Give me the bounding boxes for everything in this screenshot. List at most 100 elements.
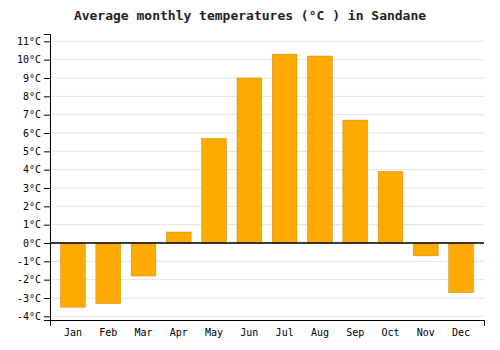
y-tick: 1°C: [23, 219, 50, 230]
grid-line: [50, 169, 484, 170]
y-tick-label: 1°C: [23, 219, 41, 230]
y-tick-label: -2°C: [17, 274, 41, 285]
y-tick-label: -1°C: [17, 256, 41, 267]
y-tick-mark: [44, 225, 50, 226]
bar: [96, 243, 121, 304]
zero-line: [50, 242, 484, 244]
grid-line: [50, 59, 484, 60]
y-tick: 8°C: [23, 91, 50, 102]
bar: [166, 232, 191, 243]
y-tick-mark: [44, 170, 50, 171]
y-tick-mark: [44, 280, 50, 281]
y-tick: 9°C: [23, 73, 50, 84]
y-tick-label: 2°C: [23, 201, 41, 212]
grid-line: [50, 151, 484, 152]
grid-line: [50, 188, 484, 189]
plot: -4°C -3°C -2°C -1°C 0°C 1°C 2°C 3°C 4°C 5°C 6°C 7°C…: [17, 35, 485, 339]
chart: Average monthly temperatures (°C ) in Sa…: [0, 0, 500, 350]
grid-line: [50, 224, 484, 225]
y-tick-label: -3°C: [17, 293, 41, 304]
y-tick: 7°C: [23, 109, 50, 120]
grid: [50, 41, 484, 316]
grid-line: [50, 78, 484, 79]
x-tick-label: Sep: [346, 327, 364, 338]
y-tick-label: 6°C: [23, 128, 41, 139]
y-tick-mark: [44, 41, 50, 42]
x-tick-label: Apr: [170, 327, 188, 338]
bar: [61, 243, 86, 307]
y-tick-mark: [44, 188, 50, 189]
y-tick-mark: [44, 78, 50, 79]
y-tick-mark: [44, 316, 50, 317]
y-tick-label: -4°C: [17, 311, 41, 322]
x-tick-label: Nov: [417, 327, 435, 338]
y-tick-mark: [44, 206, 50, 207]
y-tick-mark: [44, 133, 50, 134]
bar: [449, 243, 474, 293]
y-tick-label: 0°C: [23, 238, 41, 249]
bar: [378, 172, 403, 244]
y-tick: -1°C: [17, 256, 50, 267]
y-tick: 10°C: [17, 54, 50, 65]
y-tick-label: 8°C: [23, 91, 41, 102]
y-tick: 4°C: [23, 164, 50, 175]
x-tick: May: [205, 327, 223, 338]
y-tick-mark: [44, 298, 50, 299]
x-tick: Nov: [417, 327, 435, 338]
grid-line: [50, 96, 484, 97]
y-axis: -4°C -3°C -2°C -1°C 0°C 1°C 2°C 3°C 4°C 5°C 6°C 7°C…: [17, 35, 51, 323]
y-tick-label: 11°C: [17, 36, 41, 47]
bar: [202, 139, 227, 244]
y-tick: 6°C: [23, 128, 50, 139]
y-tick-mark: [44, 60, 50, 61]
bar: [237, 78, 262, 243]
y-tick-label: 9°C: [23, 73, 41, 84]
grid-line: [50, 41, 484, 42]
grid-line: [50, 133, 484, 134]
y-tick-mark: [44, 243, 50, 244]
y-tick: 2°C: [23, 201, 50, 212]
y-tick: 11°C: [17, 36, 50, 47]
y-tick: -4°C: [17, 311, 50, 322]
x-tick: Jun: [240, 327, 258, 338]
x-tick: Feb: [99, 327, 117, 338]
x-tick: Oct: [381, 327, 399, 338]
x-axis: Jan Feb Mar Apr May Jun Jul Aug Sep Oct Nov Dec: [51, 321, 485, 339]
bars: [50, 54, 484, 307]
title: Average monthly temperatures (°C ) in Sa…: [74, 8, 426, 23]
x-tick: Sep: [346, 327, 364, 338]
y-tick: 0°C: [23, 238, 50, 249]
x-tick-label: Mar: [134, 327, 152, 338]
x-tick-label: Oct: [381, 327, 399, 338]
y-tick-label: 10°C: [17, 54, 41, 65]
x-tick: Apr: [170, 327, 188, 338]
x-tick: Aug: [311, 327, 329, 338]
y-axis-line: [44, 35, 51, 321]
y-tick-mark: [44, 115, 50, 116]
y-tick: 5°C: [23, 146, 50, 157]
x-tick-label: Jul: [276, 327, 294, 338]
y-tick-label: 4°C: [23, 164, 41, 175]
x-tick-label: Feb: [99, 327, 117, 338]
y-tick: 3°C: [23, 183, 50, 194]
y-tick-label: 5°C: [23, 146, 41, 157]
x-tick: Mar: [134, 327, 152, 338]
y-tick-mark: [44, 261, 50, 262]
y-tick-mark: [44, 96, 50, 97]
x-tick: Jul: [276, 327, 294, 338]
x-tick-label: Aug: [311, 327, 329, 338]
y-tick-mark: [44, 151, 50, 152]
y-tick: -2°C: [17, 274, 50, 285]
bar: [343, 120, 368, 243]
bar: [308, 56, 333, 243]
grid-line: [50, 114, 484, 115]
x-tick-label: Jun: [240, 327, 258, 338]
grid-line: [50, 206, 484, 207]
bar: [131, 243, 156, 276]
grid-line: [50, 243, 484, 244]
bar: [272, 54, 297, 243]
y-tick: -3°C: [17, 293, 50, 304]
x-tick: Dec: [452, 327, 470, 338]
x-tick-label: Jan: [64, 327, 82, 338]
x-tick-label: May: [205, 327, 223, 338]
